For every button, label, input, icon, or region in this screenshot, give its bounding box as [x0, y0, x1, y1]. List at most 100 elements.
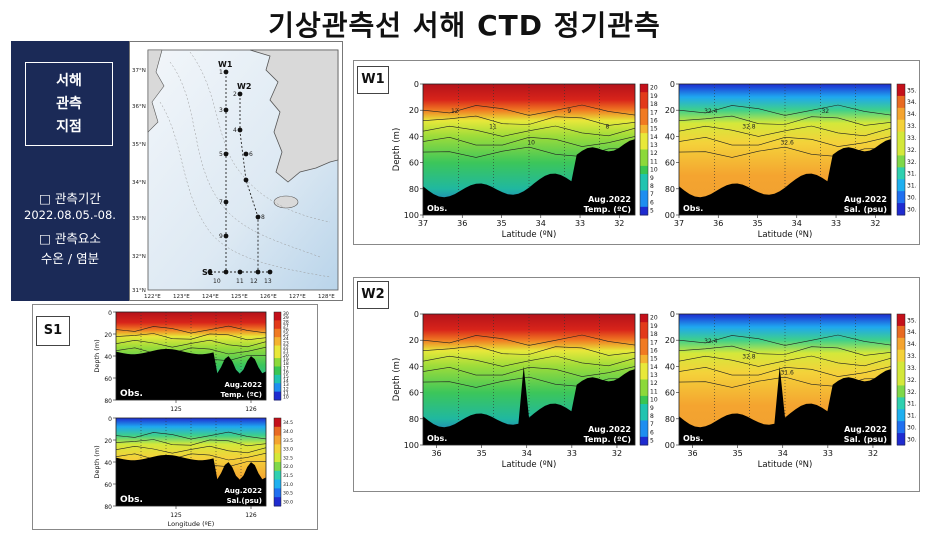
colorbar-tick-label: 11 [283, 391, 289, 397]
y-tick-label: 80 [104, 398, 112, 405]
x-tick-label: 36 [713, 219, 723, 228]
colorbar-cell [640, 322, 648, 331]
colorbar-tick-label: 10 [650, 167, 658, 174]
colorbar-cell [274, 345, 281, 351]
variable-annotation: Temp. (ºC) [221, 391, 262, 399]
info-panel [11, 41, 129, 301]
y-tick-label: 40 [409, 132, 419, 141]
contour-line [115, 452, 267, 461]
colorbar-tick-label: 34.0 [283, 429, 293, 435]
colorbar-tick-label: 7 [650, 421, 654, 428]
contour-line [422, 355, 636, 367]
w2-temp-chart: 0 20 40 60 80 100 36 35 34 33 32 Depth (m) Latitude … [392, 310, 658, 470]
colorbar-cell [640, 149, 648, 159]
x-axis-label: Latitude (ºN) [758, 230, 813, 240]
contour-label: 12 [451, 108, 459, 115]
colorbar-tick-label: 20 [650, 315, 658, 322]
colorbar-tick-label: 34.0 [907, 341, 917, 348]
colorbar-cell [640, 116, 648, 126]
x-tick-label: 32 [614, 219, 624, 228]
contour-line [422, 334, 636, 346]
station-title-line: 관측 [56, 96, 82, 112]
contour-line [678, 355, 892, 367]
y-tick-label: 0 [414, 80, 419, 89]
y-tick-label: 60 [104, 482, 112, 489]
variable-annotation: Sal. (psu) [844, 435, 887, 444]
colorbar-cell [640, 141, 648, 150]
variable-annotation: Temp. (ºC) [584, 205, 631, 214]
colorbar-frame [273, 417, 282, 507]
svg-text:127°E: 127°E [289, 294, 306, 300]
colorbar-cell [897, 131, 905, 145]
s1-sal-chart: 0 20 40 60 80 125 126 Depth (m) Longitude (ºE) Ob… [93, 416, 293, 528]
map-lon-labels: 122°E 123°E 124°E 125°E 126°E 127°E 128°… [144, 294, 335, 300]
colorbar-cell [897, 143, 905, 156]
colorbar-cell [897, 337, 905, 351]
y-tick-label: 20 [665, 336, 675, 345]
colorbar-cell [640, 428, 648, 438]
colorbar-tick-label: 13 [283, 382, 289, 388]
date-annotation: Aug.2022 [844, 195, 887, 204]
colorbar-tick-label: 10 [283, 395, 289, 401]
station-map: 1 2 3 4 5 6 7 8 9 10 11 12 13 W1 W2 S1 3… [129, 41, 343, 301]
colorbar-tick-label: 24 [283, 336, 289, 342]
colorbar-tick-label: 9 [650, 175, 654, 182]
colorbar-tick-label: 31.5 [907, 401, 917, 408]
y-tick-label: 20 [409, 106, 419, 115]
svg-text:33°N: 33°N [132, 216, 146, 222]
colorbar-tick-label: 15 [650, 356, 658, 363]
colorbar-cell [640, 354, 648, 364]
x-tick-label: 34 [536, 219, 546, 228]
y-tick-label: 40 [104, 460, 112, 467]
colorbar-cell [274, 383, 281, 388]
contour-label: 9 [567, 108, 571, 115]
colorbar-cell [274, 349, 281, 355]
colorbar-tick-label: 8 [650, 413, 654, 420]
colorbar-cell [640, 420, 648, 430]
colorbar-cell [897, 203, 905, 216]
x-tick-label: 32 [868, 449, 878, 458]
colorbar-tick-label: 35.0 [907, 87, 917, 94]
colorbar-cell [640, 190, 648, 200]
colorbar-cell [274, 341, 281, 347]
colorbar-cell [897, 119, 905, 133]
y-tick-label: 60 [665, 389, 675, 398]
colorbar-cell [274, 497, 281, 507]
contour-label: 32 [821, 108, 829, 115]
colorbar-tick-label: 6 [650, 199, 654, 206]
y-tick-label: 40 [665, 132, 675, 141]
colorbar-cell [897, 373, 905, 386]
colorbar-cell [274, 453, 281, 463]
colorbar-tick-label: 18 [650, 101, 658, 108]
colorbar-cell [897, 349, 905, 363]
colorbar-cell [897, 167, 905, 180]
colorbar-tick-label: 31.0 [283, 482, 293, 488]
colorbar-cell [640, 412, 648, 421]
colorbar-tick-label: 20 [283, 353, 289, 359]
map-line-w2: W2 [237, 82, 251, 91]
contour-line [678, 104, 892, 116]
y-tick-label: 0 [670, 80, 675, 89]
colorbar-frame [896, 313, 906, 446]
svg-text:5: 5 [219, 151, 223, 158]
colorbar-tick-label: 13 [650, 372, 658, 379]
colorbar-tick-label: 26 [283, 328, 289, 334]
colorbar-cell [274, 391, 281, 397]
colorbar-cell [274, 353, 281, 359]
station-title-line: 서해 [56, 73, 82, 89]
svg-text:126°E: 126°E [260, 294, 277, 300]
colorbar-tick-label: 30.5 [283, 491, 293, 497]
date-annotation: Aug.2022 [224, 487, 262, 495]
colorbar-tick-label: 12 [650, 150, 658, 157]
x-tick-label: 36 [431, 449, 441, 458]
colorbar-tick-label: 16 [283, 370, 289, 376]
y-tick-label: 60 [104, 376, 112, 383]
svg-text:4: 4 [233, 127, 237, 134]
colorbar-cell [640, 314, 648, 323]
x-tick-label: 126 [245, 406, 257, 412]
station-title-line: 지점 [56, 119, 82, 135]
colorbar-tick-label: 12 [650, 380, 658, 387]
svg-text:128°E: 128°E [318, 294, 335, 300]
contour-line [115, 346, 267, 355]
colorbar-tick-label: 14 [650, 364, 658, 371]
